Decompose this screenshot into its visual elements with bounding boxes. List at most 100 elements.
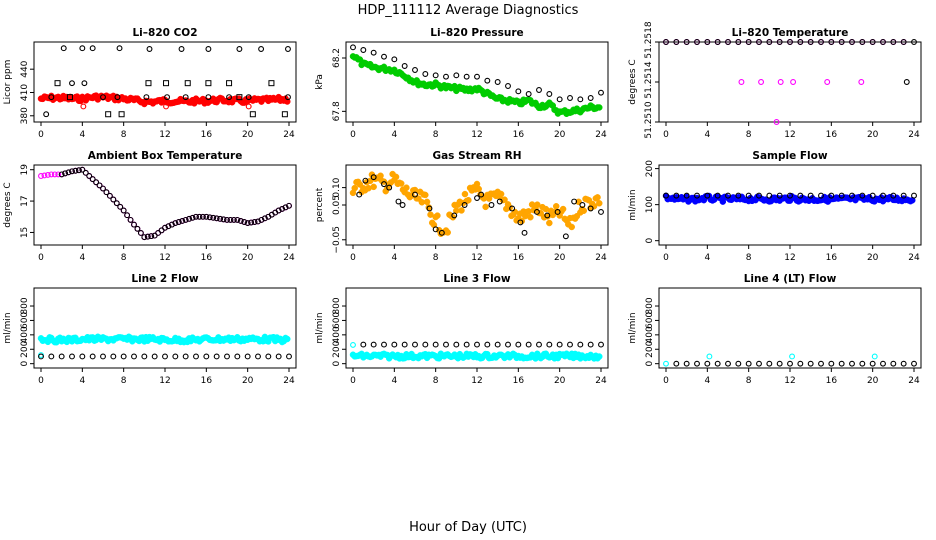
data-point <box>869 360 876 367</box>
y-axis-label: degrees C <box>628 59 638 104</box>
data-point <box>261 215 268 222</box>
data-point <box>362 177 369 184</box>
data-point <box>69 353 75 360</box>
x-tick-label: 20 <box>554 253 566 263</box>
data-point <box>443 73 449 80</box>
data-point <box>245 94 252 101</box>
data-point <box>911 360 917 367</box>
data-point <box>282 204 289 211</box>
x-tick-label: 20 <box>242 253 254 263</box>
x-tick-label: 16 <box>201 130 213 140</box>
data-point <box>245 103 252 110</box>
panel-8: Line 3 Flow ml/min 0 4 8 12 16 20 24 0 20040060080… <box>315 273 609 386</box>
data-point <box>89 45 96 52</box>
data-point <box>146 46 153 52</box>
data-point <box>484 77 491 84</box>
data-point <box>403 184 410 191</box>
data-point <box>193 213 199 220</box>
data-point <box>663 192 669 199</box>
data-point <box>62 170 69 177</box>
data-point <box>554 209 561 215</box>
data-point <box>93 179 100 186</box>
data-point <box>766 360 773 367</box>
x-tick-label: 0 <box>350 376 356 386</box>
data-point <box>900 360 907 367</box>
data-point <box>179 217 186 224</box>
data-point <box>766 192 773 199</box>
x-tick-label: 4 <box>391 376 397 386</box>
data-point <box>828 360 835 367</box>
data-point <box>258 216 265 223</box>
panel-title: Li–820 Pressure <box>430 27 523 39</box>
y-tick-label: 800 <box>645 297 655 314</box>
x-tick-label: 0 <box>38 130 44 140</box>
data-point <box>766 39 773 45</box>
data-point <box>234 216 241 223</box>
x-tick-label: 0 <box>38 376 44 386</box>
x-tick-label: 16 <box>826 376 838 386</box>
y-axis-label: degrees C <box>3 182 13 227</box>
data-point <box>226 94 233 101</box>
data-point <box>797 39 804 45</box>
data-point <box>577 341 584 348</box>
data-point <box>391 56 398 63</box>
data-point <box>43 111 50 118</box>
x-tick-label: 20 <box>867 253 879 263</box>
y-tick-label: 400 <box>645 326 655 343</box>
data-point <box>182 216 189 223</box>
data-point <box>69 168 75 175</box>
panel-5: Gas Stream RH percent 0 4 8 12 16 20 24 −0.05 0.05… <box>315 150 609 263</box>
x-tick-label: 24 <box>283 130 295 140</box>
data-point <box>164 94 171 101</box>
data-point <box>377 172 384 180</box>
data-point <box>683 360 690 367</box>
x-tick-label: 16 <box>201 253 213 263</box>
data-point <box>38 353 44 360</box>
data-point <box>704 192 711 199</box>
data-point <box>714 360 721 367</box>
data-point <box>797 192 804 199</box>
data-point <box>828 192 835 199</box>
data-point <box>828 39 835 45</box>
data-point <box>838 192 845 199</box>
data-point <box>890 192 897 199</box>
data-point <box>220 216 227 223</box>
data-point <box>594 194 601 201</box>
data-point <box>482 203 489 211</box>
data-point <box>286 353 292 360</box>
data-point <box>370 174 377 181</box>
data-point <box>163 80 170 87</box>
data-point <box>412 191 418 198</box>
data-point <box>903 79 910 85</box>
y-tick-label: 0 <box>645 361 655 367</box>
data-point <box>205 94 212 101</box>
data-point <box>75 167 82 174</box>
y-tick-label: 200 <box>645 160 655 177</box>
y-axis-label: ml/min <box>628 189 638 220</box>
data-point <box>773 119 780 125</box>
data-point <box>443 341 449 348</box>
data-point <box>120 353 127 360</box>
x-tick-label: 24 <box>908 253 920 263</box>
data-point <box>186 215 193 222</box>
panel-title: Line 2 Flow <box>131 273 198 285</box>
figure-title: HDP_111112 Average Diagnostics <box>358 3 579 18</box>
x-tick-label: 12 <box>784 376 795 386</box>
y-tick-label: 0 <box>332 361 342 367</box>
data-point <box>556 96 563 103</box>
data-point <box>818 39 824 45</box>
x-tick-label: 12 <box>159 376 170 386</box>
data-point <box>203 213 210 220</box>
data-point <box>86 173 93 179</box>
data-point <box>426 205 433 212</box>
data-point <box>144 233 151 240</box>
data-point <box>55 171 62 178</box>
plot-frame <box>658 41 922 123</box>
y-axis-label: ml/min <box>3 312 13 343</box>
data-point <box>286 202 292 209</box>
data-point <box>859 360 866 367</box>
data-point <box>151 353 158 360</box>
data-point <box>381 181 387 188</box>
panel-4: Ambient Box Temperature degrees C 0 4 8 12 16 2… <box>3 150 297 263</box>
data-point <box>807 360 814 367</box>
